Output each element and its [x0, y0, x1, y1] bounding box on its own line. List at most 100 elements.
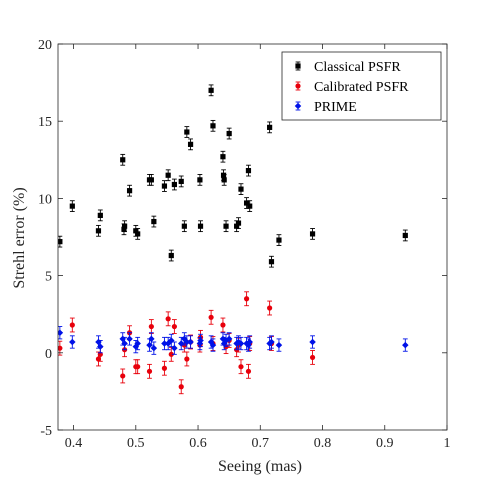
legend-label-2: PRIME: [314, 100, 357, 115]
series-2-point: [69, 338, 76, 346]
x-tick-label: 0.5: [127, 436, 145, 451]
series-2-point: [246, 338, 253, 346]
series-0-point: [133, 228, 139, 234]
series-0-point: [210, 123, 216, 129]
legend: Classical PSFR Calibrated PSFR PRIME: [281, 51, 442, 121]
series-0-point: [267, 124, 273, 130]
y-tick-label: 10: [38, 192, 52, 207]
series-2-point: [58, 329, 64, 336]
data-layer: [58, 84, 409, 395]
series-0-point: [95, 228, 102, 234]
series-0-point: [165, 172, 171, 178]
y-tick-label: 0: [45, 347, 52, 362]
y-tick-label: 5: [45, 270, 52, 285]
series-1-point: [171, 323, 177, 330]
series-0-point: [234, 223, 240, 229]
series-0-point: [221, 177, 227, 183]
series-0-point: [168, 252, 174, 259]
series-0-point: [148, 177, 154, 183]
series-0-point: [120, 157, 126, 163]
legend-label-1: Calibrated PSFR: [314, 80, 409, 95]
series-0-point: [181, 223, 187, 229]
series-1-point: [146, 368, 153, 374]
series-0-point: [235, 220, 242, 226]
series-1-point: [243, 296, 250, 302]
series-0: [58, 84, 408, 268]
series-2-point: [148, 335, 155, 343]
series-0-point: [226, 130, 232, 137]
legend-item-1: Calibrated PSFR: [295, 80, 409, 95]
legend-item-2: PRIME: [294, 100, 357, 115]
y-axis-label: Strehl error (%): [11, 187, 28, 288]
x-tick-label: 0.4: [65, 436, 83, 451]
axes-layer: 0.4 0.5 0.6 0.7 0.8 0.9 1 -5 0 5 10 15 20: [38, 38, 451, 451]
series-2: [58, 326, 409, 355]
x-tick-label: 1: [444, 436, 451, 451]
series-2-point: [126, 335, 133, 343]
series-2-point: [183, 338, 191, 346]
series-0-point: [197, 177, 203, 183]
series-1-point: [165, 316, 171, 322]
x-tick-label: 0.9: [376, 436, 394, 451]
series-0-point: [309, 231, 316, 237]
series-0-point: [208, 87, 214, 93]
y-tick-label: -5: [40, 424, 52, 439]
series-1-point: [238, 364, 244, 370]
series-0-point: [121, 223, 128, 229]
series-0-point: [135, 231, 141, 237]
series-2-point: [97, 343, 104, 350]
series-0-point: [97, 212, 103, 218]
legend-marker-2: [294, 102, 302, 110]
x-axis-label: Seeing (mas): [218, 458, 302, 475]
series-0-point: [402, 232, 408, 239]
x-tick-label: 0.7: [252, 436, 270, 451]
series-2-point: [268, 338, 275, 346]
series-0-point: [187, 141, 194, 147]
series-2-point: [197, 337, 204, 344]
series-0-point: [245, 168, 252, 174]
series-1-point: [120, 373, 126, 379]
series-2-point: [134, 340, 141, 347]
y-tick-label: 15: [38, 115, 52, 130]
series-2-point: [309, 338, 316, 346]
series-0-point: [161, 183, 168, 189]
series-1-point: [245, 368, 252, 374]
series-1-point: [208, 314, 214, 320]
series-1-point: [267, 305, 273, 311]
legend-item-0: Classical PSFR: [295, 60, 401, 75]
legend-box: [281, 51, 442, 121]
series-2-point: [187, 338, 194, 346]
series-1-point: [161, 365, 168, 371]
series-2-point: [209, 341, 217, 349]
series-1-point: [148, 323, 154, 330]
series-2-point: [275, 341, 283, 349]
series-2-point: [161, 340, 168, 347]
legend-marker-1: [295, 83, 301, 89]
series-0-point: [126, 188, 133, 194]
series-1-point: [168, 351, 174, 357]
series-2-point: [121, 340, 128, 347]
series-0-point: [184, 129, 190, 135]
series-1-point: [184, 356, 190, 362]
series-1-point: [69, 322, 75, 328]
y-tick-label: 20: [38, 38, 52, 53]
series-2-point: [150, 344, 158, 352]
series-0-point: [171, 181, 177, 188]
series-0-point: [178, 178, 184, 185]
series-0-point: [247, 203, 253, 209]
series-1-point: [178, 384, 184, 390]
series-0-point: [69, 203, 75, 209]
legend-label-0: Classical PSFR: [314, 60, 401, 75]
series-0-point: [151, 218, 157, 225]
series-1-point: [58, 345, 63, 351]
series-1-point: [309, 354, 316, 361]
series-0-point: [58, 239, 63, 245]
series-2-point: [402, 341, 409, 349]
series-0-point: [268, 259, 275, 265]
series-2-point: [237, 340, 245, 347]
series-0-point: [121, 226, 127, 232]
x-tick-label: 0.6: [189, 436, 207, 451]
series-0-point: [243, 200, 250, 206]
series-2-point: [171, 344, 178, 352]
